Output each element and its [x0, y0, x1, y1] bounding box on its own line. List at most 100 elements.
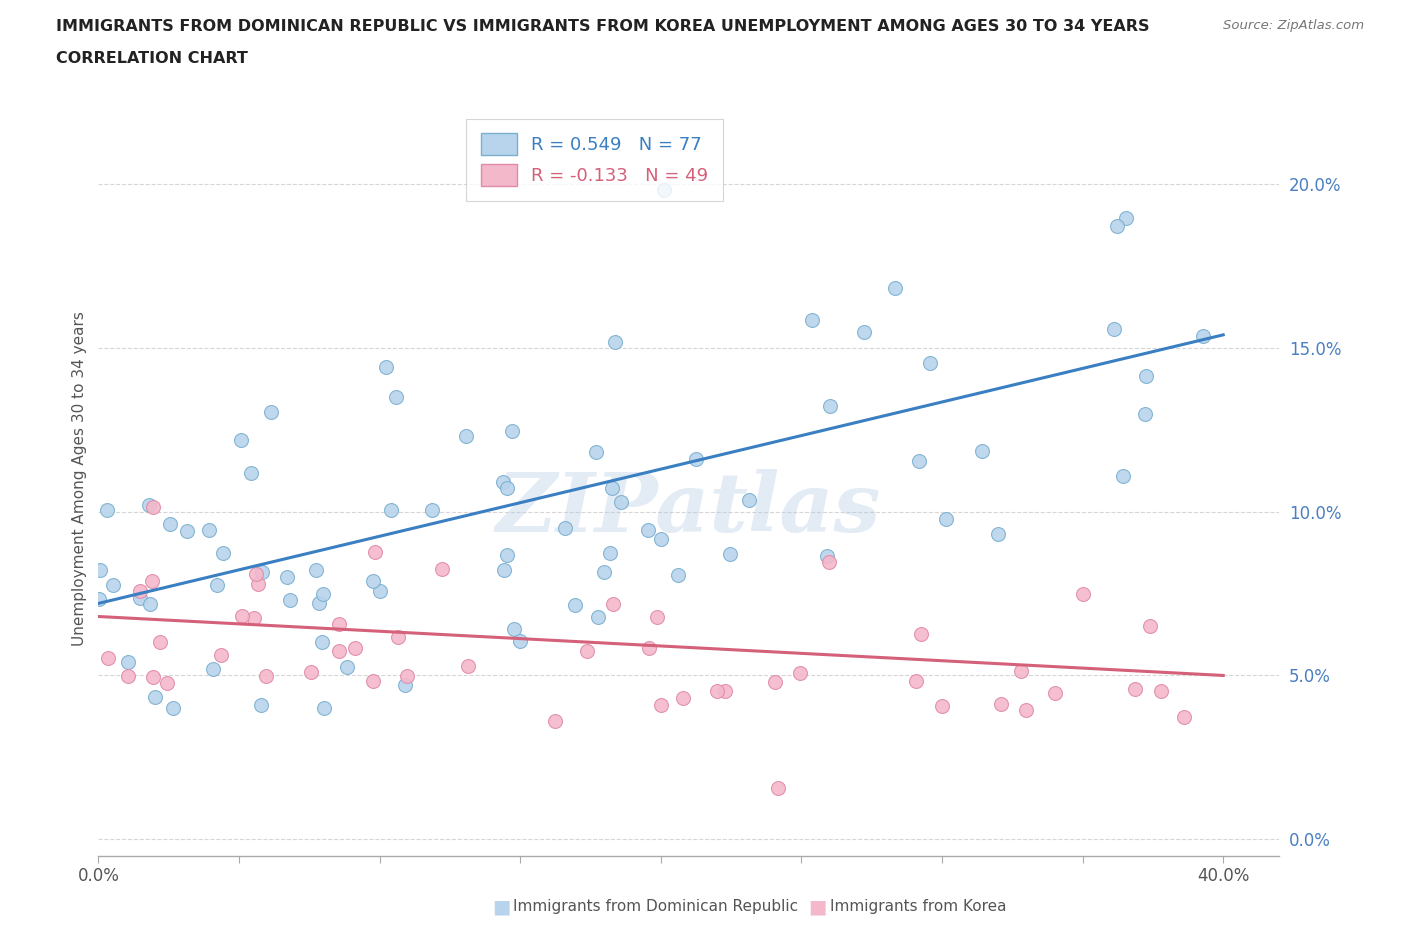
Point: [89, 563, 111, 578]
Point: [361, 573, 384, 588]
Point: [143, 689, 166, 704]
Point: [496, 480, 519, 495]
Point: [395, 669, 418, 684]
Point: [815, 549, 838, 564]
Point: [605, 335, 627, 350]
Text: CORRELATION CHART: CORRELATION CHART: [56, 51, 247, 66]
Point: [138, 498, 160, 512]
Point: [247, 577, 270, 591]
Point: [592, 565, 614, 579]
Point: [344, 641, 367, 656]
Point: [141, 573, 163, 588]
Point: [312, 701, 335, 716]
Point: [1015, 703, 1038, 718]
Text: ■: ■: [808, 897, 827, 916]
Point: [364, 545, 387, 560]
Point: [117, 655, 139, 670]
Point: [650, 698, 672, 712]
Point: [276, 569, 298, 584]
Point: [198, 523, 221, 538]
Point: [1010, 664, 1032, 679]
Point: [652, 182, 675, 197]
Point: [972, 444, 994, 458]
Point: [209, 647, 232, 662]
Point: [103, 578, 125, 592]
Point: [117, 669, 139, 684]
Point: [252, 565, 274, 579]
Point: [920, 356, 942, 371]
Point: [205, 578, 228, 592]
Point: [229, 432, 252, 447]
Point: [385, 390, 408, 405]
Point: [501, 423, 523, 438]
Point: [600, 481, 623, 496]
Point: [420, 503, 443, 518]
Point: [564, 598, 586, 613]
Point: [492, 474, 515, 489]
Text: Immigrants from Dominican Republic: Immigrants from Dominican Republic: [513, 899, 799, 914]
Point: [380, 502, 402, 517]
Point: [457, 658, 479, 673]
Point: [250, 698, 273, 712]
Point: [89, 591, 111, 606]
Point: [1133, 407, 1156, 422]
Point: [430, 562, 453, 577]
Point: [139, 597, 162, 612]
Text: Source: ZipAtlas.com: Source: ZipAtlas.com: [1223, 19, 1364, 32]
Point: [602, 596, 624, 611]
Point: [245, 567, 267, 582]
Point: [645, 610, 668, 625]
Point: [509, 634, 531, 649]
Point: [374, 360, 396, 375]
Point: [935, 512, 957, 526]
Point: [311, 634, 333, 649]
Point: [990, 697, 1012, 711]
Point: [706, 684, 728, 698]
Point: [718, 546, 741, 561]
Point: [312, 587, 335, 602]
Point: [763, 674, 786, 689]
Legend: R = 0.549   N = 77, R = -0.133   N = 49: R = 0.549 N = 77, R = -0.133 N = 49: [467, 119, 723, 201]
Point: [1173, 710, 1195, 724]
Point: [637, 522, 659, 537]
Point: [503, 622, 526, 637]
Point: [818, 399, 841, 414]
Point: [299, 665, 322, 680]
Point: [789, 666, 811, 681]
Point: [1115, 211, 1137, 226]
Point: [1135, 368, 1157, 383]
Point: [637, 641, 659, 656]
Point: [162, 701, 184, 716]
Point: [394, 678, 416, 693]
Text: IMMIGRANTS FROM DOMINICAN REPUBLIC VS IMMIGRANTS FROM KOREA UNEMPLOYMENT AMONG A: IMMIGRANTS FROM DOMINICAN REPUBLIC VS IM…: [56, 19, 1150, 33]
Point: [1123, 681, 1146, 696]
Point: [714, 684, 737, 698]
Point: [176, 524, 198, 538]
Point: [801, 312, 824, 327]
Point: [588, 609, 610, 624]
Point: [1139, 618, 1161, 633]
Point: [159, 517, 181, 532]
Point: [1150, 684, 1173, 698]
Point: [1102, 322, 1125, 337]
Point: [908, 454, 931, 469]
Text: ZIPatlas: ZIPatlas: [496, 469, 882, 549]
Point: [768, 780, 790, 795]
Point: [738, 493, 761, 508]
Point: [155, 675, 177, 690]
Point: [328, 644, 350, 658]
Point: [129, 591, 152, 605]
Point: [202, 661, 225, 676]
Point: [1071, 587, 1094, 602]
Point: [142, 670, 165, 684]
Point: [494, 563, 516, 578]
Point: [254, 669, 277, 684]
Point: [852, 325, 875, 339]
Point: [672, 690, 695, 705]
Point: [336, 659, 359, 674]
Point: [554, 521, 576, 536]
Point: [1107, 219, 1129, 233]
Point: [650, 532, 672, 547]
Point: [987, 527, 1010, 542]
Point: [370, 584, 392, 599]
